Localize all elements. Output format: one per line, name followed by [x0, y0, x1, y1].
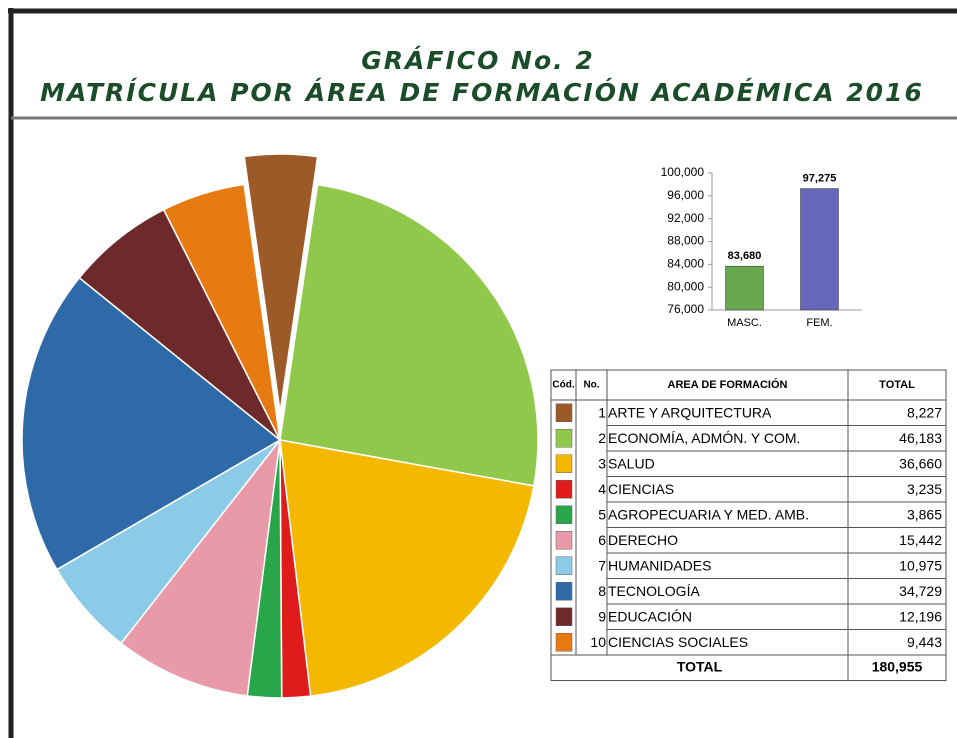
- table-border: [550, 369, 947, 681]
- y-tick-label: 96,000: [667, 188, 704, 202]
- pie-slice: [279, 439, 535, 698]
- pie-slice: [120, 437, 282, 697]
- legend-swatch: [555, 454, 573, 473]
- legend-label: TECNOLOGÍA: [608, 583, 700, 599]
- legend-swatch: [555, 607, 573, 626]
- legend-label: EDUCACIÓN: [608, 608, 692, 624]
- pie-chart: [21, 153, 539, 699]
- header-cell: AREA DE FORMACIÓN: [668, 378, 788, 391]
- y-tick-label: 84,000: [667, 257, 704, 271]
- row-value: 46,183: [899, 430, 942, 446]
- row-number: 2: [598, 430, 606, 446]
- row-value: 34,729: [899, 583, 942, 599]
- legend-label: DERECHO: [608, 532, 678, 548]
- y-tick-label: 76,000: [667, 302, 704, 316]
- header-cell: Cód.: [552, 380, 574, 391]
- row-value: 12,196: [899, 608, 942, 624]
- subtitle: MATRÍCULA POR ÁREA DE FORMACIÓN ACADÉMIC…: [40, 77, 924, 107]
- legend-swatch: [555, 531, 573, 550]
- row-value: 8,227: [907, 404, 942, 420]
- legend-label: ECONOMÍA, ADMÓN. Y COM.: [608, 430, 800, 446]
- legend-label: SALUD: [608, 455, 655, 471]
- row-number: 6: [598, 532, 606, 548]
- y-tick-label: 92,000: [667, 211, 704, 225]
- row-number: 4: [598, 481, 606, 497]
- table: Cód. No. AREA DE FORMACIÓN TOTAL 1 ARTE Y ARQ…: [550, 369, 947, 681]
- bar-chart: 76,000 80,000 84,000 88,000 92,000 96,000 100,…: [661, 165, 862, 329]
- row-value: 15,442: [899, 532, 942, 548]
- legend-swatch: [555, 505, 573, 524]
- legend-label: CIENCIAS: [608, 481, 674, 497]
- legend-label: ARTE Y ARQUITECTURA: [608, 404, 772, 420]
- y-tick-label: 88,000: [667, 234, 704, 248]
- legend-swatch: [555, 556, 573, 575]
- legend-label: AGROPECUARIA Y MED. AMB.: [608, 506, 809, 522]
- legend-swatch: [555, 582, 573, 601]
- bar: [800, 188, 839, 311]
- header-cell: TOTAL: [879, 379, 915, 391]
- x-tick-label: MASC.: [727, 317, 762, 329]
- total-label: TOTAL: [677, 658, 723, 674]
- row-value: 3,865: [907, 506, 942, 522]
- row-number: 3: [598, 455, 606, 471]
- row-value: 36,660: [899, 455, 942, 471]
- y-tick-label: 80,000: [667, 279, 704, 293]
- row-number: 5: [598, 506, 606, 522]
- value-label: 83,680: [728, 250, 762, 262]
- value-label: 97,275: [803, 172, 837, 184]
- pie-slice: [162, 183, 281, 441]
- legend-label: CIENCIAS SOCIALES: [608, 634, 748, 650]
- pie-slice: [21, 276, 282, 571]
- legend-swatch: [555, 480, 573, 499]
- x-tick-label: FEM.: [806, 317, 832, 329]
- legend-swatch: [555, 403, 573, 422]
- pie-slice: [243, 153, 319, 413]
- row-value: 10,975: [899, 557, 942, 573]
- header-cell: No.: [583, 380, 599, 391]
- y-tick-label: 100,000: [661, 165, 705, 179]
- title: GRÁFICO No. 2: [361, 46, 595, 75]
- legend-swatch: [555, 633, 573, 652]
- pie-slice: [78, 208, 281, 441]
- row-number: 10: [590, 634, 606, 650]
- total-value: 180,955: [872, 658, 923, 674]
- row-number: 7: [598, 557, 606, 573]
- row-value: 3,235: [907, 481, 942, 497]
- row-number: 8: [598, 583, 606, 599]
- row-number: 1: [598, 404, 606, 420]
- bar: [725, 265, 764, 311]
- legend-label: HUMANIDADES: [608, 557, 711, 573]
- pie-slice: [279, 183, 539, 487]
- legend-swatch: [555, 429, 573, 448]
- row-number: 9: [598, 608, 606, 624]
- row-value: 9,443: [907, 634, 942, 650]
